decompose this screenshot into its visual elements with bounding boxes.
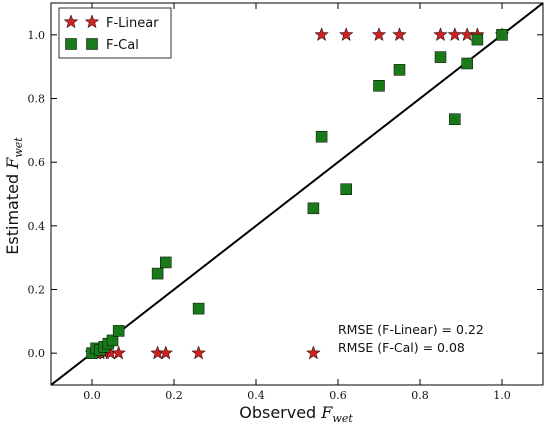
y-tick-label: 0.8 — [28, 93, 46, 106]
y-axis-label: Estimated Fwet — [3, 137, 25, 255]
x-tick-label: 0.8 — [411, 389, 429, 402]
y-tick-label: 1.0 — [28, 29, 46, 42]
legend: F-Linear F-Cal — [58, 7, 172, 59]
x-tick-label: 0.2 — [165, 389, 183, 402]
axes: 0.0 0.2 0.4 0.6 0.8 1.0 0.0 0.2 0.4 0.6 0.8 1.0 — [28, 2, 544, 402]
f-linear-point — [371, 27, 387, 42]
f-linear-point — [158, 345, 174, 360]
legend-box — [58, 7, 172, 59]
f-cal-point — [393, 64, 406, 76]
f-linear-point — [111, 345, 127, 360]
f-cal-point — [471, 33, 484, 46]
f-linear-point — [433, 27, 448, 42]
axis-label-variable: F — [3, 157, 22, 170]
plot-area — [50, 2, 544, 386]
f-cal-point — [461, 57, 473, 70]
f-linear-point — [338, 27, 354, 42]
f-cal-point — [160, 256, 172, 269]
x-axis-label: Observed Fwet — [239, 403, 353, 425]
f-cal-point — [434, 51, 447, 63]
f-cal-point — [315, 130, 328, 143]
y-tick-label: 0.0 — [28, 347, 46, 360]
f-cal-point — [373, 80, 385, 92]
f-cal-point — [340, 183, 352, 195]
f-cal-point — [192, 302, 205, 315]
f-cal-point — [449, 113, 461, 125]
f-linear-point — [191, 345, 206, 360]
legend-item-f-cal: F-Cal — [65, 38, 139, 53]
legend-marker — [63, 14, 79, 29]
axis-label-subscript: wet — [12, 137, 25, 158]
f-cal-point — [106, 334, 119, 347]
f-linear-point — [392, 27, 407, 42]
legend-marker — [86, 38, 98, 50]
f-cal-point — [112, 325, 125, 337]
axis-label-text: Observed — [239, 403, 321, 422]
x-tick-label: 1.0 — [493, 389, 511, 402]
x-tick-label: 0.4 — [247, 389, 265, 402]
axis-label-subscript: wet — [332, 412, 353, 425]
x-tick-label: 0.6 — [329, 389, 347, 402]
f-cal-point — [151, 267, 164, 280]
y-tick-label: 0.6 — [28, 156, 46, 169]
f-linear-point — [306, 345, 321, 360]
rmse-annotations: RMSE (F-Linear) = 0.22 RMSE (F-Cal) = 0.… — [338, 322, 484, 355]
rmse-cal-annotation: RMSE (F-Cal) = 0.08 — [338, 340, 465, 355]
legend-label: F-Linear — [106, 16, 159, 31]
f-cal-point — [496, 29, 508, 41]
x-tick-label: 0.0 — [83, 389, 101, 402]
legend-marker — [65, 38, 77, 50]
plot-frame — [50, 2, 544, 386]
series-f-cal — [86, 29, 508, 359]
axis-label-variable: F — [320, 403, 333, 422]
legend-marker — [84, 14, 100, 29]
rmse-linear-annotation: RMSE (F-Linear) = 0.22 — [338, 322, 484, 337]
legend-label: F-Cal — [106, 38, 139, 53]
y-tick-label: 0.2 — [28, 284, 46, 297]
f-linear-point — [314, 27, 329, 42]
one-to-one-line — [50, 2, 544, 386]
f-linear-point — [447, 27, 463, 42]
axis-label-text: Estimated — [3, 169, 22, 255]
f-cal-point — [307, 202, 320, 215]
legend-item-f-linear: F-Linear — [63, 14, 159, 31]
y-tick-label: 0.4 — [28, 220, 46, 233]
